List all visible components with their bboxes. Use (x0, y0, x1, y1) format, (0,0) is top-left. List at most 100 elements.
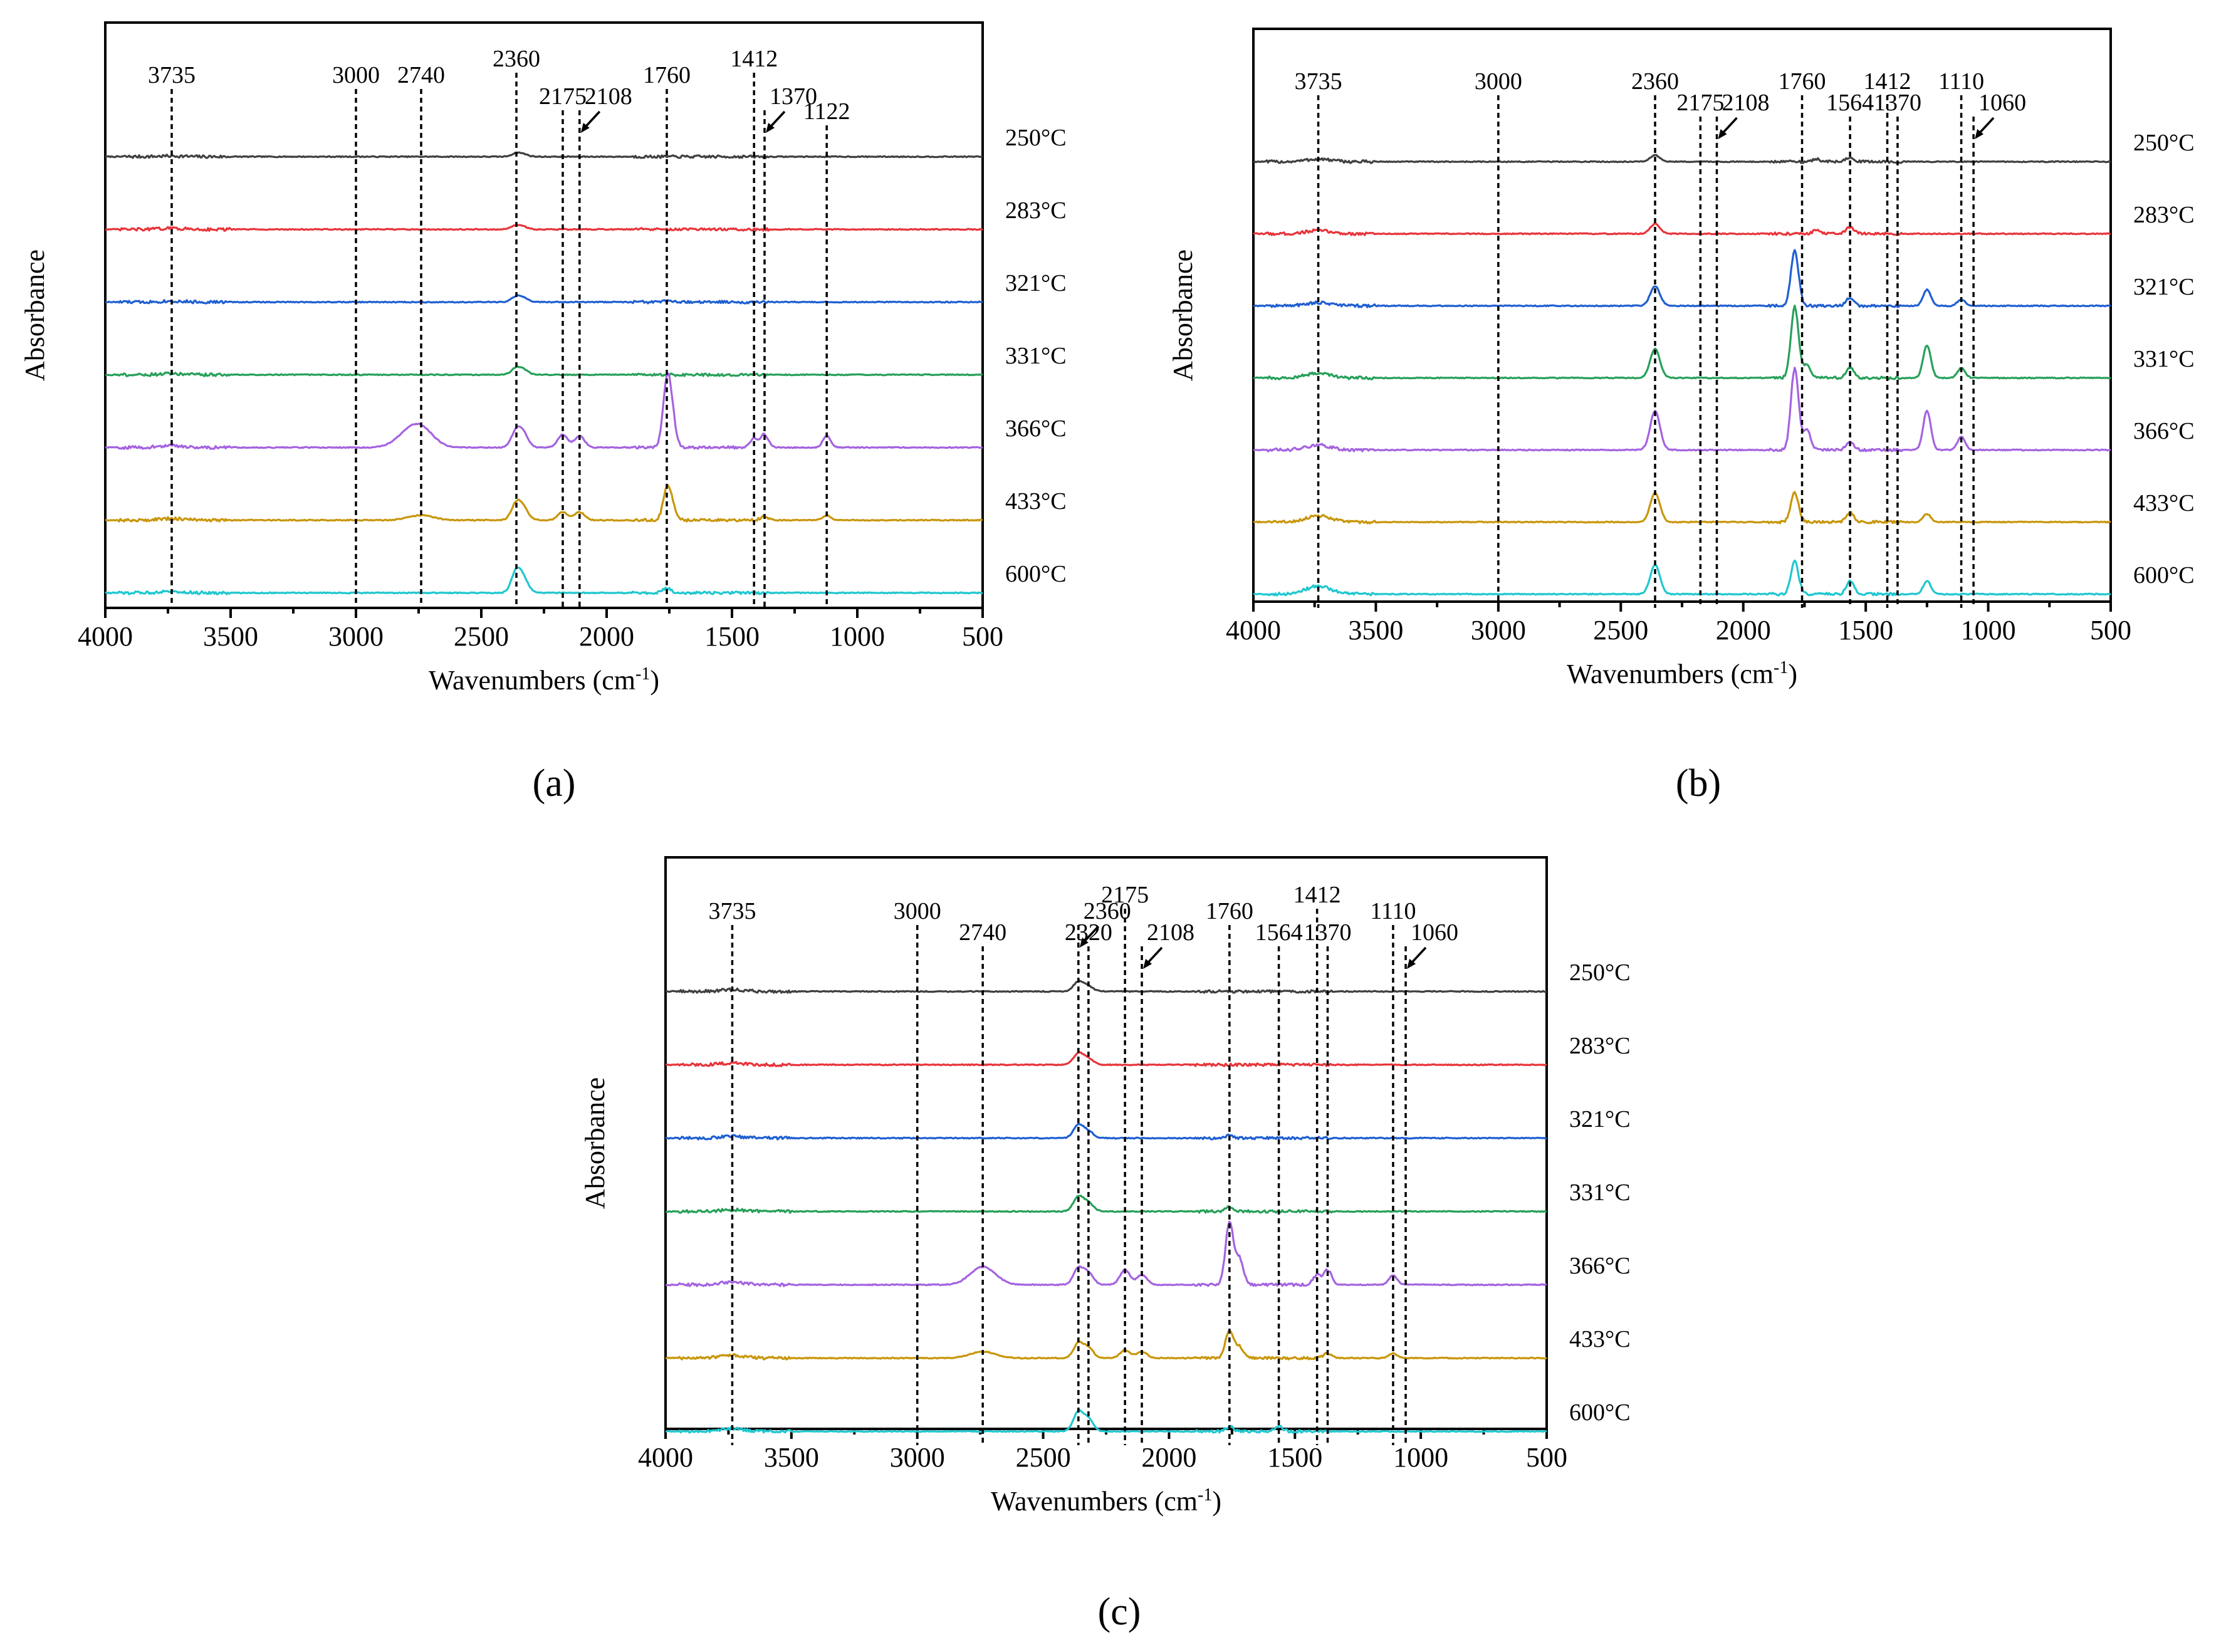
peak-label: 1110 (1938, 68, 1984, 95)
peak-label: 1060 (1411, 919, 1458, 946)
x-tick-label: 2500 (1016, 1442, 1071, 1473)
x-tick-label: 3000 (328, 621, 384, 652)
series-temperature-label: 250°C (2133, 130, 2195, 156)
peak-label: 2740 (397, 62, 445, 88)
series-line-331c (105, 365, 983, 377)
series-line-433c (1253, 491, 2111, 525)
x-tick-label: 1500 (1838, 615, 1893, 646)
x-tick-label: 1500 (704, 621, 760, 652)
peak-label: 3735 (148, 62, 196, 88)
x-tick-label: 3500 (764, 1442, 819, 1473)
x-tick-label: 500 (1526, 1442, 1567, 1473)
chart-panel-b: 4000 3500 3000 2500 2000 1500 1000 500 Wavenumbe… (1168, 28, 2195, 805)
series-line-366c (105, 372, 983, 450)
peak-label: 2108 (1147, 919, 1194, 946)
series-temperature-label: 433°C (2133, 490, 2195, 516)
peak-label: 1412 (1864, 68, 1911, 95)
peak-label: 1122 (803, 98, 850, 125)
series-temperature-label: 331°C (1005, 343, 1067, 369)
series-temperature-label: 321°C (1005, 270, 1067, 296)
x-tick-label: 3500 (203, 621, 258, 652)
series-line-283c (105, 224, 983, 232)
series-temperature-label: 321°C (2133, 274, 2195, 300)
peak-label: 2175 (1101, 882, 1149, 908)
peak-label: 2108 (585, 83, 632, 110)
series-line-331c (665, 1195, 1547, 1214)
peak-label: 1412 (730, 46, 778, 72)
series-line-250c (665, 980, 1547, 994)
series-temperature-label: 321°C (1569, 1106, 1631, 1132)
peak-label: 1060 (1978, 90, 2026, 116)
peak-label: 1370 (1874, 90, 1921, 116)
series-line-321c (1253, 249, 2111, 308)
x-axis-label: Wavenumbers (cm-1) (429, 664, 659, 696)
x-tick-label: 3000 (890, 1442, 945, 1473)
series-line-433c (665, 1330, 1547, 1361)
peak-arrow-head (1718, 129, 1727, 139)
chart-panel-a: 4000 3500 3000 2500 2000 1500 1000 500 Wavenumbe… (19, 21, 1067, 805)
series-temperature-label: 283°C (2133, 202, 2195, 228)
peak-label: 3735 (708, 898, 756, 924)
x-tick-label: 2000 (1716, 615, 1771, 646)
peak-label: 2360 (1084, 898, 1131, 924)
panel-label: (a) (533, 762, 576, 805)
series-line-250c (105, 151, 983, 159)
series-temperature-label: 283°C (1005, 197, 1067, 224)
chart-panel-c: 4000 3500 3000 2500 2000 1500 1000 500 Wavenumbe… (580, 856, 1631, 1633)
peak-label: 1564 (1255, 919, 1303, 946)
x-tick-label: 3000 (1471, 615, 1526, 646)
series-temperature-label: 250°C (1005, 125, 1067, 151)
panel-label: (c) (1098, 1591, 1141, 1633)
peak-label: 3000 (1475, 68, 1522, 95)
series-line-600c (665, 1409, 1547, 1434)
peak-label: 2320 (1065, 919, 1112, 946)
peak-label: 3000 (894, 898, 941, 924)
series-temperature-label: 331°C (2133, 346, 2195, 372)
series-temperature-label: 331°C (1569, 1179, 1631, 1206)
x-tick-label: 1000 (1393, 1442, 1448, 1473)
series-line-433c (105, 484, 983, 523)
y-axis-label: Absorbance (19, 249, 50, 381)
peak-label: 2175 (539, 83, 587, 110)
series-line-321c (665, 1122, 1547, 1141)
x-axis-label: Wavenumbers (cm-1) (1567, 658, 1797, 689)
peak-label: 1110 (1370, 898, 1416, 924)
series-temperature-label: 433°C (1005, 488, 1067, 515)
peak-label: 2360 (493, 46, 540, 72)
x-tick-label: 3500 (1348, 615, 1403, 646)
peak-label: 1370 (770, 83, 817, 110)
x-tick-label: 2000 (1141, 1442, 1196, 1473)
series-line-366c (665, 1220, 1547, 1287)
x-tick-label: 1000 (1961, 615, 2016, 646)
series-line-250c (1253, 154, 2111, 164)
series-line-283c (1253, 222, 2111, 236)
peak-arrow-head (1143, 959, 1152, 969)
x-tick-label: 500 (962, 621, 1003, 652)
peak-label: 2108 (1722, 90, 1770, 116)
series-line-600c (105, 567, 983, 595)
x-tick-label: 4000 (78, 621, 133, 652)
peak-label: 2175 (1676, 90, 1724, 116)
series-temperature-label: 250°C (1569, 959, 1631, 986)
series-temperature-label: 433°C (1569, 1326, 1631, 1352)
series-line-283c (665, 1051, 1547, 1067)
peak-arrow-head (580, 123, 590, 133)
x-tick-label: 500 (2090, 615, 2131, 646)
peak-label: 1412 (1293, 882, 1341, 908)
series-temperature-label: 283°C (1569, 1033, 1631, 1059)
series-line-321c (105, 294, 983, 305)
series-temperature-label: 600°C (1569, 1399, 1631, 1426)
peak-label: 1564 (1826, 90, 1874, 116)
peak-label: 1760 (643, 62, 691, 88)
x-axis-label: Wavenumbers (cm-1) (991, 1485, 1221, 1517)
peak-label: 3000 (332, 62, 380, 88)
series-temperature-label: 600°C (1005, 561, 1067, 587)
series-temperature-label: 600°C (2133, 562, 2195, 588)
panel-label: (b) (1676, 762, 1721, 805)
series-line-600c (1253, 559, 2111, 597)
y-axis-label: Absorbance (580, 1077, 610, 1209)
x-tick-label: 1000 (830, 621, 885, 652)
x-tick-label: 2500 (1593, 615, 1648, 646)
peak-arrow-head (1407, 959, 1416, 969)
